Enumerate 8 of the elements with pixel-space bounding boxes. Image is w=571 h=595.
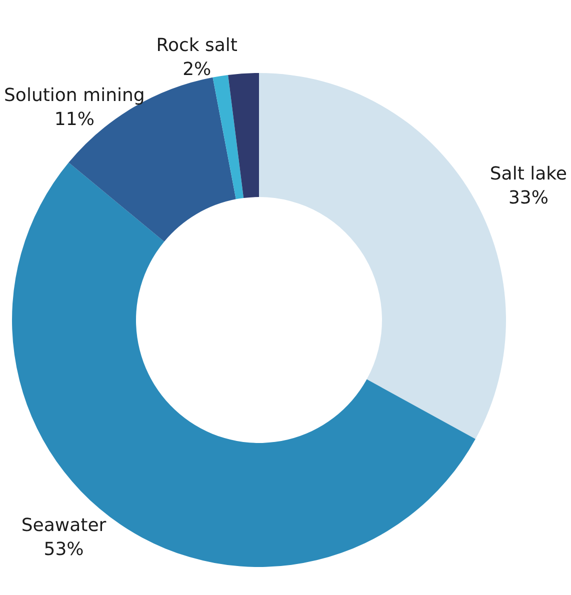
slice-label: Salt lake — [490, 164, 567, 185]
slice-label: Rock salt — [156, 35, 238, 56]
slice-label: Seawater — [21, 515, 107, 536]
data-label: 33% — [508, 188, 548, 209]
data-label: 11% — [54, 109, 94, 130]
data-label: 53% — [44, 539, 84, 560]
data-label: 2% — [182, 59, 212, 80]
slice-label: Solution mining — [4, 85, 145, 106]
